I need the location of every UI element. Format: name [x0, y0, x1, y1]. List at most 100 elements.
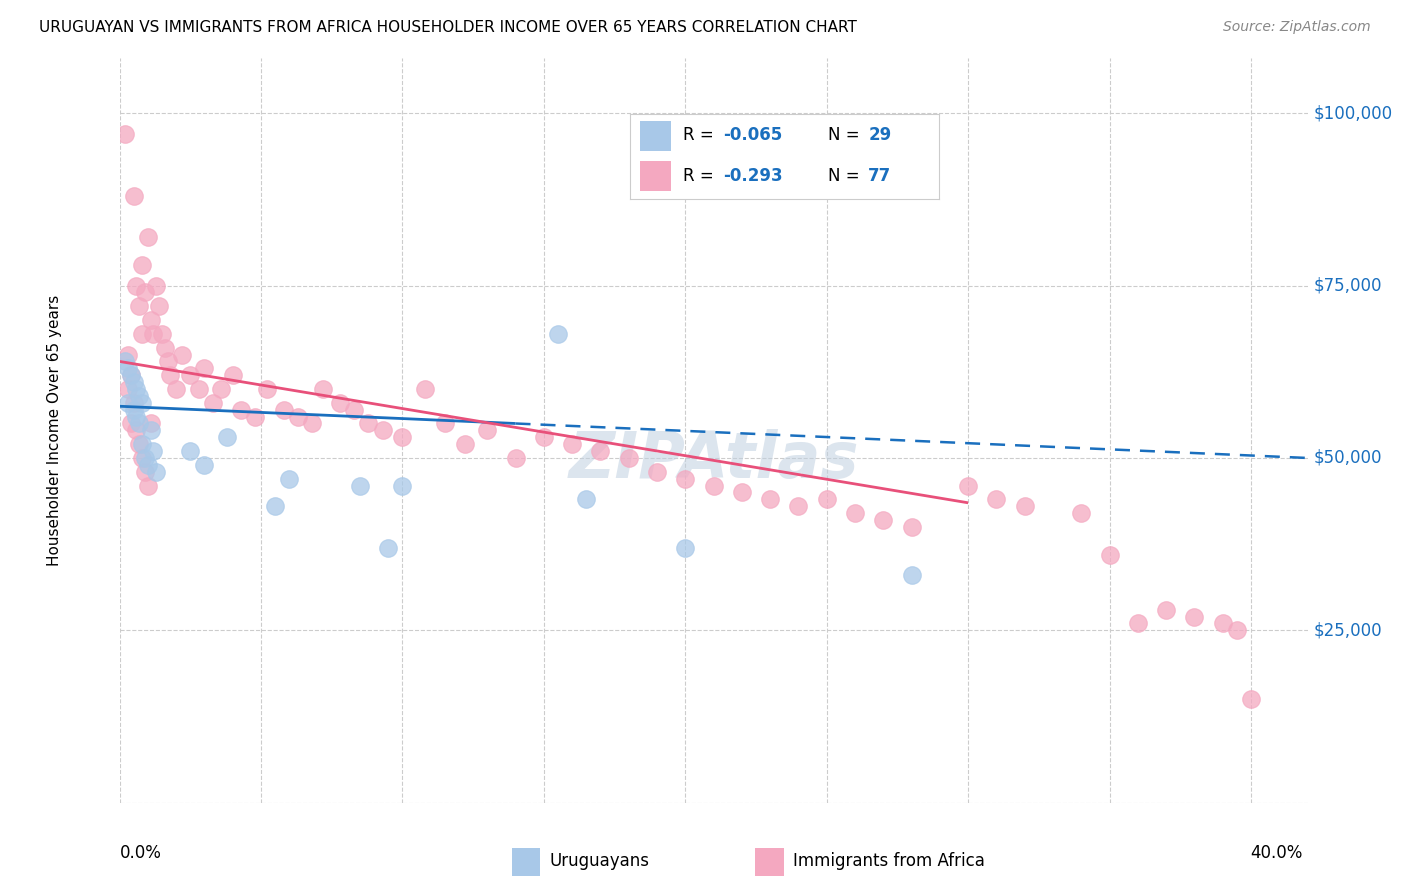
Point	[986, 492, 1008, 507]
Point	[533, 430, 555, 444]
Point	[131, 258, 153, 272]
FancyBboxPatch shape	[512, 848, 540, 876]
Point	[148, 299, 170, 313]
Point	[256, 382, 278, 396]
Text: N =: N =	[828, 127, 865, 145]
Point	[759, 492, 782, 507]
Point	[231, 402, 253, 417]
Point	[131, 326, 153, 341]
Point	[128, 417, 150, 431]
Point	[114, 127, 136, 141]
Point	[1098, 548, 1121, 562]
Point	[122, 189, 145, 203]
Point	[673, 472, 696, 486]
Text: Source: ZipAtlas.com: Source: ZipAtlas.com	[1223, 20, 1371, 34]
Point	[1070, 506, 1092, 520]
Point	[731, 485, 754, 500]
Point	[193, 361, 215, 376]
Text: ZIPAtlas: ZIPAtlas	[568, 429, 859, 491]
Point	[131, 396, 153, 410]
Point	[145, 278, 167, 293]
Point	[187, 382, 209, 396]
Point	[125, 409, 148, 424]
Point	[120, 368, 142, 383]
Point	[377, 541, 399, 555]
Point	[128, 389, 150, 403]
Point	[413, 382, 436, 396]
Point	[128, 437, 150, 451]
Point	[122, 375, 145, 389]
Point	[209, 382, 232, 396]
Point	[117, 382, 139, 396]
Text: URUGUAYAN VS IMMIGRANTS FROM AFRICA HOUSEHOLDER INCOME OVER 65 YEARS CORRELATION: URUGUAYAN VS IMMIGRANTS FROM AFRICA HOUS…	[39, 20, 858, 35]
Point	[134, 285, 156, 300]
Text: Immigrants from Africa: Immigrants from Africa	[793, 852, 986, 870]
Text: R =: R =	[683, 167, 718, 185]
Point	[117, 396, 139, 410]
Text: Householder Income Over 65 years: Householder Income Over 65 years	[46, 294, 62, 566]
Point	[264, 500, 287, 514]
Point	[787, 500, 810, 514]
Point	[844, 506, 866, 520]
Point	[453, 437, 475, 451]
Point	[433, 417, 456, 431]
Point	[287, 409, 309, 424]
FancyBboxPatch shape	[640, 161, 671, 191]
Point	[245, 409, 267, 424]
Point	[215, 430, 238, 444]
Point	[120, 368, 142, 383]
Point	[193, 458, 215, 472]
Point	[165, 382, 187, 396]
Point	[273, 402, 295, 417]
Point	[139, 424, 162, 438]
Point	[131, 450, 153, 465]
Point	[357, 417, 380, 431]
Point	[122, 402, 145, 417]
Text: -0.065: -0.065	[723, 127, 782, 145]
Point	[1184, 609, 1206, 624]
Point	[1212, 616, 1234, 631]
Point	[139, 313, 162, 327]
Point	[122, 396, 145, 410]
Point	[125, 424, 148, 438]
Text: 40.0%: 40.0%	[1250, 844, 1303, 862]
Point	[957, 478, 980, 492]
Text: N =: N =	[828, 167, 865, 185]
Text: Uruguayans: Uruguayans	[550, 852, 650, 870]
Point	[179, 368, 201, 383]
Point	[617, 450, 640, 465]
Point	[301, 417, 323, 431]
Point	[371, 424, 394, 438]
Point	[1226, 624, 1249, 638]
Point	[575, 492, 598, 507]
Point	[547, 326, 569, 341]
Point	[1014, 500, 1036, 514]
Point	[391, 478, 413, 492]
Text: 77: 77	[869, 167, 891, 185]
Point	[349, 478, 371, 492]
Point	[136, 458, 159, 472]
Point	[114, 354, 136, 368]
Point	[128, 299, 150, 313]
Point	[153, 341, 176, 355]
Point	[1154, 603, 1177, 617]
Point	[159, 368, 181, 383]
Point	[125, 278, 148, 293]
Point	[170, 347, 193, 361]
Point	[702, 478, 725, 492]
Point	[201, 396, 224, 410]
Point	[134, 450, 156, 465]
Point	[136, 478, 159, 492]
Point	[1240, 692, 1263, 706]
Text: $25,000: $25,000	[1313, 622, 1382, 640]
Text: $75,000: $75,000	[1313, 277, 1382, 294]
Point	[505, 450, 527, 465]
Point	[134, 465, 156, 479]
Point	[645, 465, 668, 479]
Point	[156, 354, 179, 368]
Point	[150, 326, 173, 341]
Point	[312, 382, 335, 396]
Point	[589, 444, 612, 458]
Point	[117, 347, 139, 361]
Text: -0.293: -0.293	[723, 167, 783, 185]
